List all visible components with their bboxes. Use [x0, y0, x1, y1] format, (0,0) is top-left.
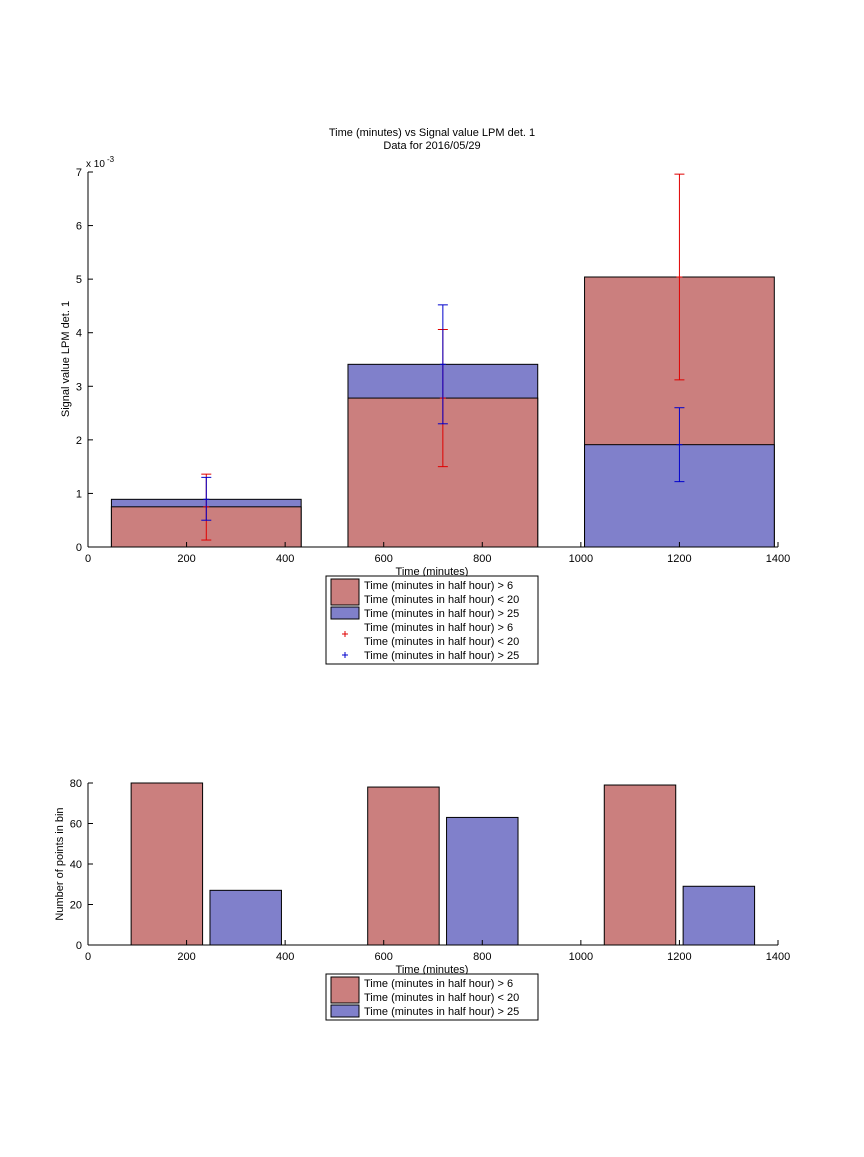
legend: Time (minutes in half hour) > 6 Time (min… — [325, 973, 539, 1021]
legend-label: Time (minutes in half hour) > 25 — [364, 650, 519, 662]
x-tick-label: 1200 — [667, 553, 691, 565]
x-tick-label: 1000 — [569, 951, 593, 963]
x-axis-label: Time (minutes) — [396, 964, 469, 976]
x-tick-label: 400 — [276, 553, 294, 565]
x-tick-label: 0 — [85, 951, 91, 963]
y-tick-label: 4 — [76, 328, 82, 340]
legend-box — [325, 575, 539, 665]
x-tick-label: 1200 — [667, 951, 691, 963]
legend-swatch — [330, 578, 360, 606]
x-tick-label: 1400 — [766, 553, 790, 565]
legend-label: Time (minutes in half hour) < 20 — [364, 594, 519, 606]
y-tick-label: 2 — [76, 435, 82, 447]
y-tick-label: 60 — [70, 819, 82, 831]
legend-label: Time (minutes in half hour) < 20 — [364, 992, 519, 1004]
y-tick-label: 3 — [76, 381, 82, 393]
y-tick-label: 80 — [70, 778, 82, 790]
legend-label: Time (minutes in half hour) > 25 — [364, 608, 519, 620]
y-tick-label: 0 — [76, 542, 82, 554]
x-tick-label: 0 — [85, 553, 91, 565]
y-tick-label: 1 — [76, 488, 82, 500]
legend: Time (minutes in half hour) > 6 Time (min… — [325, 575, 539, 665]
y-exponent-power: -3 — [107, 155, 115, 164]
chart-subtitle: Data for 2016/05/29 — [383, 140, 480, 152]
x-tick-label: 400 — [276, 951, 294, 963]
bar — [367, 786, 440, 946]
x-tick-label: 600 — [375, 553, 393, 565]
y-axis-label: Signal value LPM det. 1 — [60, 301, 72, 417]
bar — [446, 816, 519, 946]
x-tick-label: 1000 — [569, 553, 593, 565]
legend-label: Time (minutes in half hour) > 6 — [364, 978, 513, 990]
error-bars-layer — [201, 173, 685, 541]
legend-swatch — [330, 976, 360, 1004]
x-tick-label: 200 — [177, 951, 195, 963]
bar — [603, 784, 677, 946]
legend-label: Time (minutes in half hour) > 25 — [364, 1006, 519, 1018]
bar — [682, 885, 756, 946]
y-tick-label: 0 — [76, 940, 82, 952]
x-tick-label: 1400 — [766, 951, 790, 963]
legend-box — [325, 973, 539, 1021]
legend-label: Time (minutes in half hour) > 6 — [364, 622, 513, 634]
bar — [209, 889, 282, 946]
legend-label: Time (minutes in half hour) > 6 — [364, 580, 513, 592]
axes-layer: 0 200 400 600 800 1000 1200 1400 0 20 40 60 80 — [70, 778, 790, 963]
chart-title: Time (minutes) vs Signal value LPM det. … — [329, 127, 535, 139]
x-tick-label: 600 — [375, 951, 393, 963]
legend-swatch — [330, 1004, 360, 1018]
x-axis-label: Time (minutes) — [396, 566, 469, 578]
x-tick-label: 800 — [473, 951, 491, 963]
x-tick-label: 200 — [177, 553, 195, 565]
y-tick-label: 7 — [76, 167, 82, 179]
y-tick-label: 5 — [76, 274, 82, 286]
bar — [130, 782, 204, 946]
bars-layer — [130, 782, 756, 946]
y-tick-label: 6 — [76, 221, 82, 233]
legend-label: Time (minutes in half hour) < 20 — [364, 636, 519, 648]
legend-swatch — [330, 606, 360, 620]
signal-chart: Time (minutes) vs Signal value LPM det. … — [60, 127, 790, 665]
y-axis-label: Number of points in bin — [54, 807, 66, 920]
y-exponent-label: x 10 -3 — [86, 155, 115, 170]
count-chart: Time (minutes) Number of points in bin 0… — [54, 778, 790, 1021]
y-exponent-base: x 10 — [86, 159, 105, 170]
x-tick-label: 800 — [473, 553, 491, 565]
y-tick-label: 40 — [70, 859, 82, 871]
axes-layer: 0 200 400 600 800 1000 1200 1400 0 1 2 3 4 5 6 7 — [76, 167, 790, 565]
y-tick-label: 20 — [70, 900, 82, 912]
